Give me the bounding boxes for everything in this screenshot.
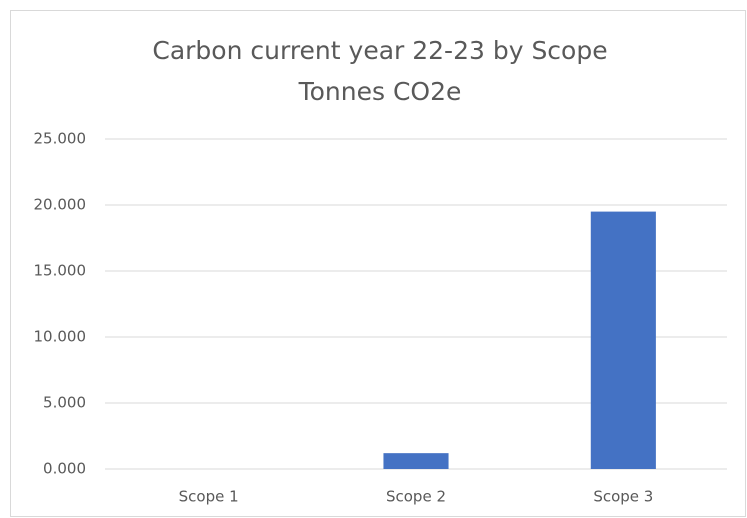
- y-tick-label: 10.000: [34, 328, 87, 346]
- chart-title: Carbon current year 22-23 by Scope: [152, 36, 607, 65]
- chart-subtitle: Tonnes CO2e: [298, 77, 462, 106]
- y-tick-label: 0.000: [43, 460, 86, 478]
- y-tick-label: 5.000: [43, 394, 86, 412]
- x-tick-label: Scope 2: [386, 488, 446, 506]
- y-tick-label: 25.000: [34, 130, 87, 148]
- x-tick-label: Scope 3: [593, 488, 653, 506]
- bar: [590, 211, 656, 469]
- y-tick-label: 15.000: [34, 262, 87, 280]
- bar: [383, 453, 449, 469]
- y-tick-label: 20.000: [34, 196, 87, 214]
- x-tick-label: Scope 1: [179, 488, 239, 506]
